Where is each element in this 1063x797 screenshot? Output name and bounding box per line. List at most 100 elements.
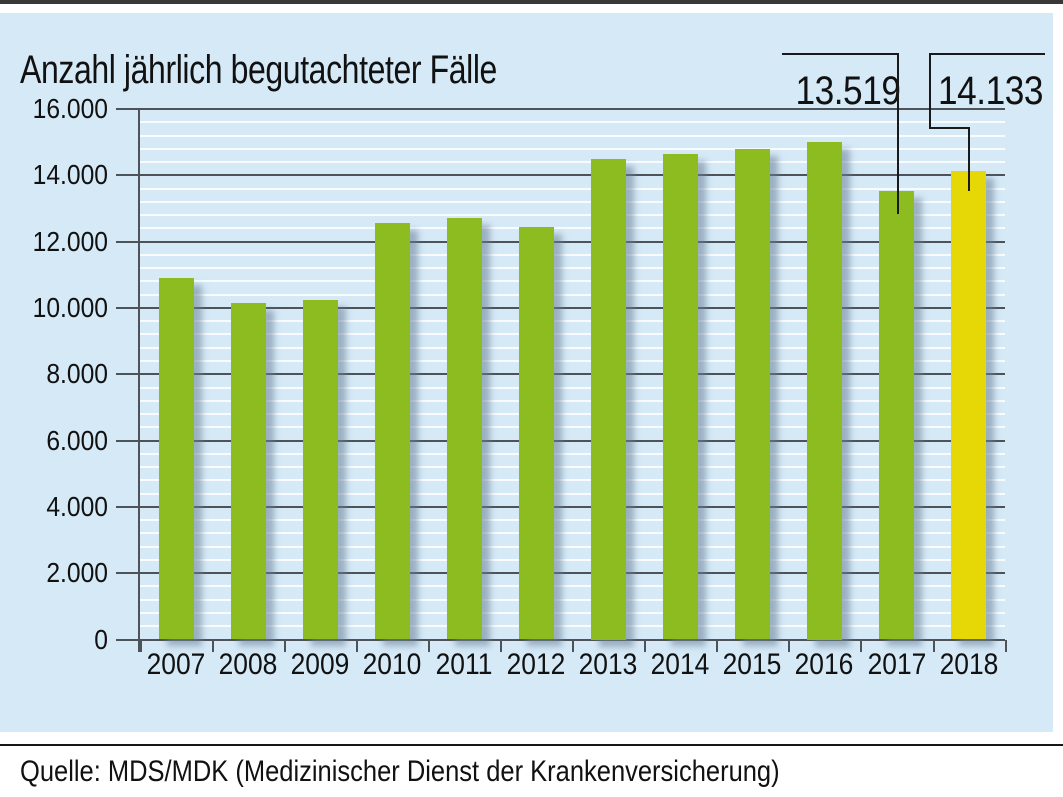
minor-gridline: [139, 187, 1005, 190]
bar-2010: [374, 223, 410, 640]
x-axis-label-2008: 2008: [218, 648, 278, 681]
annotation-2018-pointer-v2: [968, 127, 970, 191]
minor-gridline: [139, 625, 1005, 628]
major-gridline: [116, 174, 1005, 177]
bar-2007: [158, 278, 194, 640]
chart-title: Anzahl jährlich begutachteter Fälle: [20, 48, 497, 92]
x-axis-tick: [1004, 639, 1007, 652]
minor-gridline: [139, 253, 1005, 256]
x-axis-tick: [356, 639, 359, 652]
minor-gridline: [139, 585, 1005, 588]
bar-2013: [590, 158, 626, 640]
minor-gridline: [139, 280, 1005, 283]
major-gridline: [116, 240, 1005, 243]
minor-gridline: [139, 519, 1005, 522]
bar-2011: [446, 218, 482, 640]
minor-gridline: [139, 147, 1005, 150]
footer-divider: [0, 744, 1063, 746]
minor-gridline: [139, 426, 1005, 429]
x-axis-tick: [139, 639, 142, 652]
x-axis-label-2016: 2016: [795, 648, 854, 681]
minor-gridline: [139, 320, 1005, 323]
minor-gridline: [139, 598, 1005, 601]
minor-gridline: [139, 333, 1005, 336]
minor-gridline: [139, 611, 1005, 614]
minor-gridline: [139, 466, 1005, 469]
x-axis-tick: [716, 639, 719, 652]
minor-gridline: [139, 227, 1005, 230]
minor-gridline: [139, 267, 1005, 270]
minor-gridline: [139, 134, 1005, 137]
minor-gridline: [139, 386, 1005, 389]
minor-gridline: [139, 558, 1005, 561]
x-axis-label-2007: 2007: [146, 648, 206, 681]
x-axis-tick: [212, 639, 215, 652]
annotation-2017-pointer: [897, 53, 899, 215]
minor-gridline: [139, 346, 1005, 349]
bar-2016: [806, 142, 842, 640]
bar-2009: [302, 299, 338, 640]
bar-2015: [734, 148, 770, 640]
x-axis-line: [116, 638, 1005, 641]
major-gridline: [116, 439, 1005, 442]
top-border-strip: [0, 0, 1063, 4]
y-axis-line: [138, 109, 140, 652]
x-axis-label-2013: 2013: [578, 648, 638, 681]
chart-panel: Anzahl jährlich begutachteter Fälle 13.5…: [0, 13, 1053, 732]
bar-2014: [662, 153, 698, 640]
minor-gridline: [139, 399, 1005, 402]
y-axis-tick-label: 6.000: [46, 424, 108, 456]
y-axis-tick-label: 8.000: [46, 358, 108, 390]
minor-gridline: [139, 161, 1005, 164]
y-axis-tick-label: 0: [94, 623, 108, 655]
annotation-2017-overline: [782, 53, 899, 55]
minor-gridline: [139, 121, 1005, 124]
minor-gridline: [139, 293, 1005, 296]
minor-gridline: [139, 479, 1005, 482]
x-axis-label-2011: 2011: [435, 648, 493, 681]
major-gridline: [116, 373, 1005, 376]
minor-gridline: [139, 359, 1005, 362]
y-axis-tick-label: 16.000: [32, 93, 108, 124]
x-axis-label-2010: 2010: [362, 648, 422, 681]
x-axis-label-2017: 2017: [867, 648, 926, 681]
source-caption: Quelle: MDS/MDK (Medizinischer Dienst de…: [20, 755, 780, 788]
annotation-2018-pointer-h: [929, 127, 970, 129]
x-axis-tick: [500, 639, 503, 652]
x-axis-tick: [932, 639, 935, 652]
annotation-2018-value: 14.133: [938, 69, 1044, 113]
x-axis-tick: [428, 639, 431, 652]
major-gridline: [116, 572, 1005, 575]
major-gridline: [116, 505, 1005, 508]
x-axis-tick: [644, 639, 647, 652]
annotation-2018-overline: [929, 53, 1045, 55]
minor-gridline: [139, 492, 1005, 495]
x-axis-tick: [284, 639, 287, 652]
annotation-2017-value: 13.519: [795, 69, 901, 113]
y-axis-tick-label: 12.000: [32, 225, 108, 257]
x-axis-tick: [860, 639, 863, 652]
x-axis-label-2014: 2014: [650, 648, 710, 681]
minor-gridline: [139, 545, 1005, 548]
x-axis-label-2018: 2018: [939, 648, 998, 681]
bar-2008: [230, 302, 266, 640]
x-axis-label-2015: 2015: [723, 648, 782, 681]
minor-gridline: [139, 214, 1005, 217]
x-axis-label-2009: 2009: [290, 648, 350, 681]
major-gridline: [116, 108, 1005, 110]
y-axis-tick-label: 10.000: [32, 291, 108, 323]
minor-gridline: [139, 200, 1005, 203]
y-axis-tick-label: 4.000: [46, 490, 108, 522]
major-gridline: [116, 306, 1005, 309]
minor-gridline: [139, 452, 1005, 455]
y-axis-tick-label: 14.000: [32, 159, 108, 191]
x-axis-tick: [788, 639, 791, 652]
bar-2017: [879, 191, 914, 640]
annotation-2018-pointer-v1: [929, 53, 931, 129]
x-axis-label-2012: 2012: [506, 648, 566, 681]
bar-2018: [951, 170, 987, 640]
bar-2012: [518, 226, 554, 640]
x-axis-tick: [572, 639, 575, 652]
y-axis-tick-label: 2.000: [46, 557, 108, 589]
